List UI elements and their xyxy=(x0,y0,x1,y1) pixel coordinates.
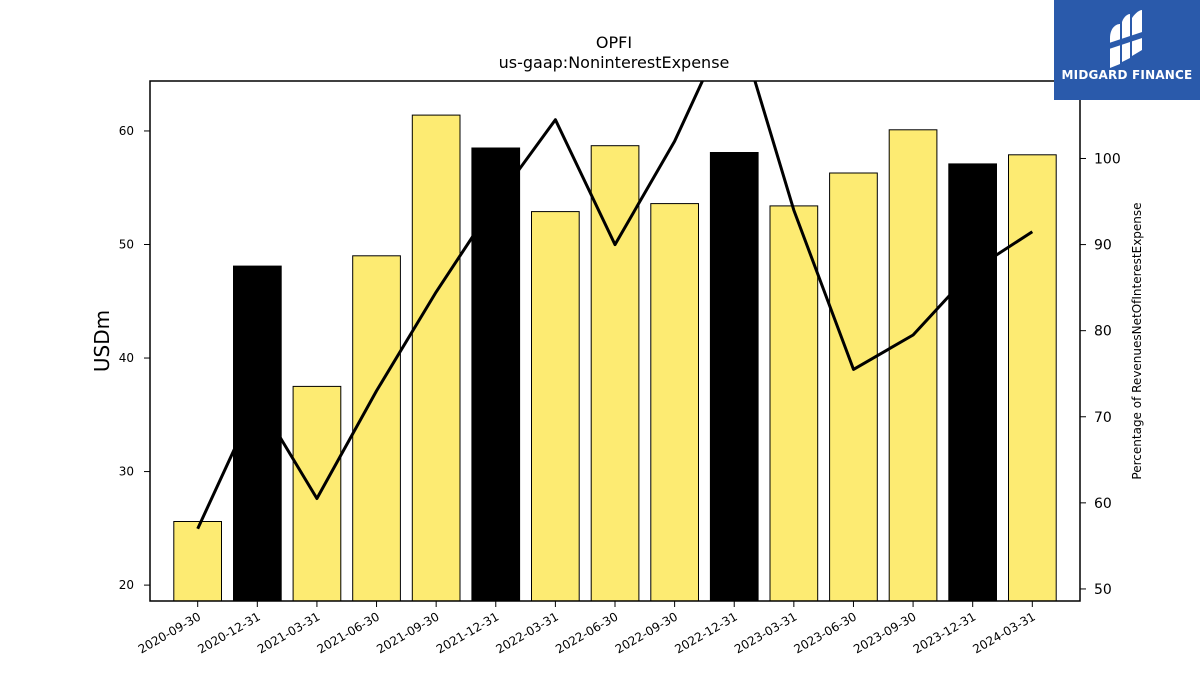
y-tick-label-30: 30 xyxy=(119,465,134,479)
y2-tick-label-60: 60 xyxy=(1094,496,1112,512)
x-tick-label-2020-12-31: 2020-12-31 xyxy=(195,609,262,656)
bar-2021-09-30 xyxy=(411,114,461,602)
bar-2022-06-30 xyxy=(590,145,640,602)
y2-tick-label-70: 70 xyxy=(1094,410,1112,426)
bar-series xyxy=(173,114,1057,602)
bar-2023-12-31 xyxy=(948,163,997,602)
y-tick-label-20: 20 xyxy=(119,578,134,592)
bar-2021-03-31 xyxy=(292,385,342,602)
x-tick-label-2021-12-31: 2021-12-31 xyxy=(434,609,501,656)
bar-2023-06-30 xyxy=(829,172,878,602)
x-tick-label-2023-03-31: 2023-03-31 xyxy=(732,609,799,656)
x-tick-label-2021-09-30: 2021-09-30 xyxy=(374,609,441,656)
bar-2024-03-31 xyxy=(1008,154,1057,602)
logo-text: MIDGARD FINANCE xyxy=(1061,68,1193,82)
x-tick-label-2023-09-30: 2023-09-30 xyxy=(851,609,918,656)
bar-2021-12-31 xyxy=(471,147,521,602)
bar-2020-09-30 xyxy=(173,521,223,602)
bar-2022-03-31 xyxy=(531,211,580,602)
bar-2021-06-30 xyxy=(352,255,401,602)
y-axis-label: USDm xyxy=(90,310,114,372)
y-tick-label-40: 40 xyxy=(119,351,134,365)
x-tick-label-2022-12-31: 2022-12-31 xyxy=(672,609,739,656)
x-tick-label-2021-06-30: 2021-06-30 xyxy=(315,609,382,656)
midgard-finance-logo: MIDGARD FINANCE xyxy=(1054,0,1200,100)
x-tick-label-2024-03-31: 2024-03-31 xyxy=(970,609,1037,656)
x-tick-label-2023-12-31: 2023-12-31 xyxy=(911,609,978,656)
chart-title: OPFI xyxy=(596,33,632,52)
y2-tick-label-50: 50 xyxy=(1094,582,1112,598)
y2-tick-label-80: 80 xyxy=(1094,324,1112,340)
midgard-logo-icon xyxy=(1106,10,1148,68)
bar-2023-03-31 xyxy=(769,205,819,602)
chart-subtitle: us-gaap:NoninterestExpense xyxy=(499,53,730,72)
y-tick-label-60: 60 xyxy=(119,124,134,138)
x-tick-label-2023-06-30: 2023-06-30 xyxy=(792,609,859,656)
y2-axis-label: Percentage of RevenuesNetOfInterestExpen… xyxy=(1130,202,1144,479)
x-tick-label-2022-03-31: 2022-03-31 xyxy=(493,609,560,656)
y2-tick-label-90: 90 xyxy=(1094,238,1112,254)
bar-2022-12-31 xyxy=(709,152,759,602)
x-tick-label-2020-09-30: 2020-09-30 xyxy=(136,609,203,656)
y2-tick-label-100: 100 xyxy=(1094,151,1121,167)
x-tick-label-2022-06-30: 2022-06-30 xyxy=(553,609,620,656)
x-tick-label-2021-03-31: 2021-03-31 xyxy=(255,609,322,656)
bar-2022-09-30 xyxy=(650,203,699,602)
y-tick-label-50: 50 xyxy=(119,237,134,251)
x-tick-label-2022-09-30: 2022-09-30 xyxy=(613,609,680,656)
bar-2023-09-30 xyxy=(888,129,938,602)
line-series-layer xyxy=(196,81,1034,530)
titles: OPFI us-gaap:NoninterestExpense USDm Per… xyxy=(90,33,1144,480)
